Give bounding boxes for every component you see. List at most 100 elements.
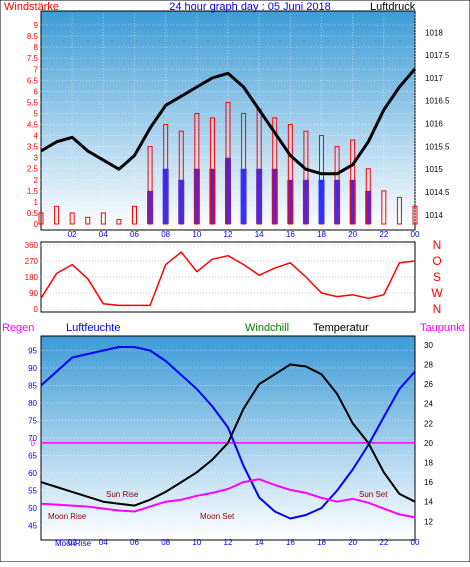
humidity-tick-label-1: 50 [28,504,37,513]
time-tick-label-2: 06 [130,230,139,239]
time-tick-label-lower-5: 12 [224,538,233,547]
wind-tick-label-9: 4.5 [27,121,39,130]
time-tick-label-0: 02 [68,230,77,239]
wind-tick-label-14: 7 [34,65,39,74]
wind-tick-label-15: 7.5 [27,54,39,63]
temperature-line [40,363,416,507]
wind-tick-label-7: 3.5 [27,143,39,152]
temperature-tick-label-2: 16 [424,478,433,487]
pressure-tick-label-1: 1014.5 [425,188,450,197]
time-tick-label-8: 18 [317,230,326,239]
time-tick-label-lower-3: 08 [161,538,170,547]
time-tick-label-lower-4: 10 [192,538,201,547]
dewpoint-line [40,478,416,519]
wind-bar-3 [85,216,91,225]
wind-tick-label-3: 1.5 [27,187,39,196]
wind-tick-label-10: 5 [34,109,39,118]
gust-bar-7 [147,190,154,224]
temperature-tick-label-0: 12 [424,517,433,526]
wind-bar-5 [116,219,122,225]
gust-bar-9 [178,179,185,224]
wind-bar-4 [100,212,106,225]
wind-bar-9 [178,130,184,225]
direction-tick-label-2: 180 [25,273,39,282]
wind-bar-13 [241,112,247,225]
legend-taupunkt: Taupunkt [420,322,465,334]
wind-tick-label-6: 3 [34,154,39,163]
compass-label-4: N [433,238,442,252]
direction-tick-label-4: 360 [25,241,39,250]
gust-bar-17 [302,179,309,224]
pressure-line [40,67,417,176]
time-tick-label-1: 04 [99,230,108,239]
gust-bar-20 [349,179,356,224]
temperature-tick-label-3: 18 [424,459,433,468]
wind-bar-11 [209,117,215,225]
wind-tick-label-16: 8 [34,43,39,52]
time-tick-label-3: 08 [161,230,170,239]
wind-tick-label-12: 6 [34,87,39,96]
humidity-temperature-panel [40,335,416,541]
annotation-moon-set: Moon Set [200,512,235,521]
time-tick-label-11: 00 [411,230,420,239]
gust-bar-15 [271,168,278,224]
wind-tick-label-0: 0 [34,220,39,229]
humidity-tick-label-8: 85 [28,382,37,391]
gust-bar-19 [334,179,341,224]
time-tick-label-lower-9: 20 [348,538,357,547]
gust-bar-16 [287,179,294,224]
graph-title: 24 hour graph day : 05 Juni 2018 [169,1,330,13]
legend-windchill: Windchill [245,322,289,334]
humidity-tick-label-5: 70 [28,434,37,443]
humidity-tick-label-10: 95 [28,347,37,356]
time-tick-label-lower-8: 18 [317,538,326,547]
wind-tick-label-5: 2.5 [27,165,39,174]
gust-bar-8 [162,168,169,224]
direction-tick-label-3: 270 [25,257,39,266]
wind-bar-17 [303,130,309,225]
time-tick-label-10: 22 [379,230,388,239]
wind-tick-label-17: 8.5 [27,32,39,41]
gust-bar-21 [365,190,372,224]
time-tick-label-5: 12 [224,230,233,239]
wind-direction-line [40,251,416,307]
wind-bar-8 [163,124,169,225]
time-tick-label-lower-6: 14 [255,538,264,547]
temperature-tick-label-1: 14 [424,498,433,507]
luftdruck-label: Luftdruck [370,1,416,13]
wind-tick-label-1: 0.5 [27,209,39,218]
wind-bar-0 [38,212,44,225]
temperature-tick-label-6: 24 [424,400,433,409]
annotation-sun-rise: Sun Rise [106,490,139,499]
humidity-tick-label-7: 80 [28,399,37,408]
gust-bar-10 [193,168,200,224]
wind-tick-label-4: 2 [34,176,39,185]
compass-label-1: W [431,286,443,300]
humidity-tick-label-0: 45 [28,522,37,531]
pressure-tick-label-7: 1017.5 [425,51,450,60]
pressure-tick-label-4: 1016 [425,120,443,129]
gust-bar-14 [256,168,263,224]
compass-label-3: O [432,254,441,268]
time-tick-label-lower-10: 22 [379,538,388,547]
wind-tick-label-11: 5.5 [27,98,39,107]
time-tick-label-6: 14 [255,230,264,239]
temperature-tick-label-5: 22 [424,419,433,428]
annotation-sun-set: Sun Set [359,490,388,499]
time-tick-label-lower-1: 04 [99,538,108,547]
humidity-tick-label-2: 55 [28,487,37,496]
temperature-tick-label-7: 26 [424,380,433,389]
legend-luftfeuchte: Luftfeuchte [66,322,120,334]
wind-bar-23 [396,196,402,225]
time-tick-label-lower-11: 00 [411,538,420,547]
humidity-tick-label-6: 75 [28,417,37,426]
wind-bar-10 [194,112,200,225]
wind-bar-18 [319,135,324,225]
temperature-tick-label-4: 20 [424,439,433,448]
wind-tick-label-8: 4 [34,132,39,141]
wind-tick-label-13: 6.5 [27,76,39,85]
temperature-tick-label-9: 30 [424,341,433,350]
wind-bar-6 [132,205,137,225]
gust-bar-11 [209,168,216,224]
wind-bar-22 [381,190,387,225]
